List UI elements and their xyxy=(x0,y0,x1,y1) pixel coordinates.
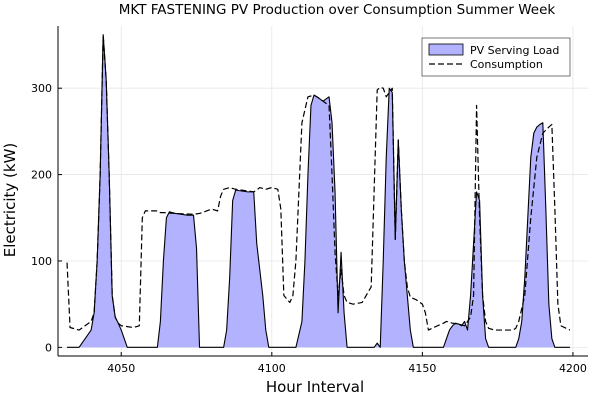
chart-title: MKT FASTENING PV Production over Consump… xyxy=(119,2,556,18)
series-pv-area xyxy=(67,34,570,348)
x-tick-label: 4150 xyxy=(408,362,436,375)
y-tick-label: 100 xyxy=(31,255,52,268)
legend: PV Serving Load Consumption xyxy=(421,37,571,77)
y-tick-label: 300 xyxy=(31,82,52,95)
y-axis-label: Electricity (kW) xyxy=(1,143,19,258)
tick-labels: 4050 4100 4150 4200 0 100 200 300 xyxy=(31,82,587,375)
x-tick-label: 4050 xyxy=(107,362,135,375)
x-tick-label: 4100 xyxy=(258,362,286,375)
legend-swatch-pv xyxy=(428,43,464,56)
axes xyxy=(57,26,588,357)
legend-label-consumption: Consumption xyxy=(470,58,543,71)
series-consumption-line xyxy=(66,34,571,331)
plot-area xyxy=(66,34,571,348)
y-tick-label: 0 xyxy=(45,341,52,354)
series-pv-line xyxy=(67,34,570,348)
y-tick-label: 200 xyxy=(31,169,52,182)
x-axis-label: Hour Interval xyxy=(266,378,364,396)
legend-label-pv: PV Serving Load xyxy=(470,44,559,57)
x-tick-label: 4200 xyxy=(559,362,587,375)
